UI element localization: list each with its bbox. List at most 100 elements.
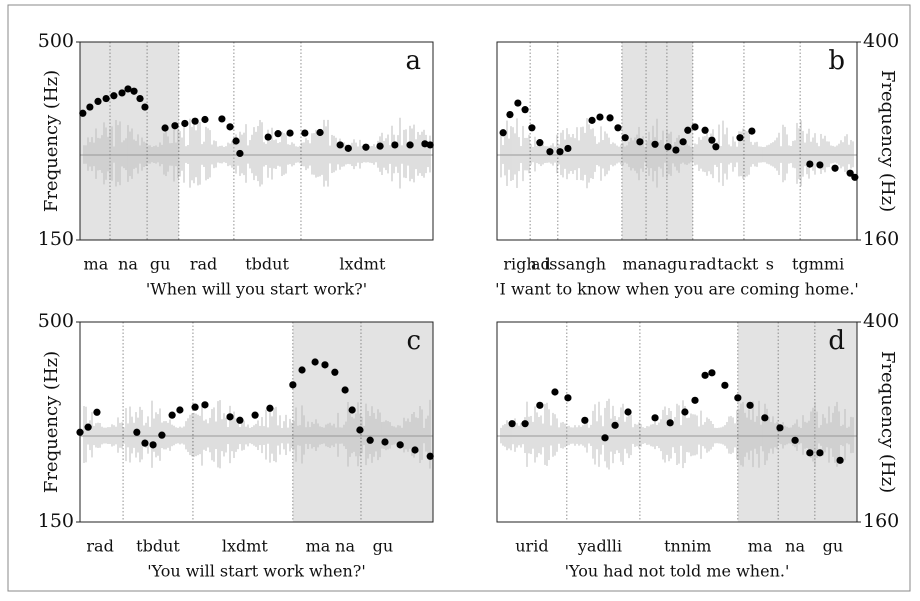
word-label: righ [503, 255, 536, 274]
pitch-point [721, 381, 729, 389]
pitch-point [748, 127, 756, 135]
pitch-point [521, 420, 529, 428]
pitch-point [201, 115, 209, 124]
pitch-point [141, 103, 149, 111]
pitch-point [606, 114, 614, 122]
word-label: lxdmt [222, 537, 269, 556]
figure-frame [7, 4, 911, 592]
pitch-point [76, 428, 84, 436]
pitch-point [133, 428, 141, 436]
pitch-point [701, 126, 709, 134]
pitch-point [736, 134, 744, 142]
pitch-point [158, 431, 166, 439]
pitch-point [289, 381, 297, 389]
pitch-point [84, 423, 92, 431]
y-axis-label: Frequency (Hz) [877, 70, 898, 212]
pitch-point [851, 173, 859, 181]
word-label: ma [748, 537, 773, 556]
pitch-point [161, 124, 169, 132]
pitch-point [596, 113, 604, 121]
plot-frame [79, 321, 434, 523]
pitch-point [321, 361, 329, 369]
pitch-point [761, 414, 769, 422]
caption: 'I want to know when you are coming home… [495, 280, 859, 299]
panel: 150 500 Frequency (Hz) a ma na gu rad tbdut lxdmt… [38, 30, 434, 299]
word-label: lxdmt [339, 255, 386, 274]
pitch-point [130, 87, 138, 95]
pitch-point [831, 164, 839, 172]
pitch-point [149, 441, 157, 449]
pitch-point [406, 141, 414, 149]
pitch-point [601, 434, 609, 442]
pitch-point [614, 124, 622, 132]
pitch-point [411, 446, 419, 454]
pitch-point [93, 408, 101, 416]
word-label: managu [622, 255, 687, 274]
pitch-point [636, 138, 644, 146]
y-axis-label: Frequency (Hz) [41, 351, 62, 493]
pitch-point [426, 141, 434, 149]
pitch-point [701, 371, 709, 379]
pitch-point [691, 123, 699, 131]
y-tick-label: 500 [38, 30, 74, 52]
pitch-point [298, 366, 306, 374]
pitch-point [836, 456, 844, 464]
pitch-point [776, 424, 784, 432]
pitch-point [508, 420, 516, 428]
panel-label: d [828, 326, 845, 356]
word-label: gu [150, 255, 171, 274]
pitch-point [564, 144, 572, 153]
word-label: ma [84, 255, 109, 274]
pitch-point [110, 92, 118, 100]
pitch-point [746, 401, 754, 409]
pitch-point [181, 119, 189, 128]
pitch-point [624, 408, 632, 416]
pitch-point [556, 148, 564, 156]
panel: 160 400 Frequency (Hz) d urid yadlli tnnim ma na… [496, 310, 899, 581]
pitch-point [168, 411, 176, 419]
plot-frame [496, 41, 858, 241]
caption: 'You had not told me when.' [565, 562, 790, 581]
pitch-point [521, 106, 529, 114]
pitch-point [191, 403, 199, 411]
pitch-point [336, 141, 344, 149]
pitch-point [264, 133, 272, 141]
y-tick-label: 150 [38, 228, 74, 250]
pitch-point [301, 129, 309, 137]
pitch-point [734, 394, 742, 402]
word-label: gu [823, 537, 844, 556]
pitch-point [816, 449, 824, 457]
word-label: yadlli [577, 537, 622, 556]
pitch-point [381, 438, 389, 446]
word-label: tbdut [245, 255, 289, 274]
pitch-point [86, 103, 94, 111]
y-tick-label: 160 [863, 228, 899, 250]
y-tick-label: 400 [863, 310, 899, 332]
pitch-point [94, 97, 102, 105]
plot-frame [496, 321, 858, 523]
pitch-point [311, 358, 319, 366]
word-label: tackt [717, 255, 759, 274]
word-label: na [785, 537, 805, 556]
pitch-point [791, 436, 799, 444]
pitch-point [171, 122, 179, 130]
y-tick-label: 500 [38, 310, 74, 332]
pitch-point [356, 426, 364, 434]
pitch-point [816, 161, 824, 169]
pitch-point [396, 441, 404, 449]
pitch-point [348, 406, 356, 414]
panel-label: a [405, 46, 421, 76]
pitch-point [426, 452, 434, 460]
pitch-point [712, 143, 720, 151]
pitch-point [528, 124, 536, 132]
panel: 150 500 Frequency (Hz) c rad tbdut lxdmt ma na gu… [38, 310, 434, 581]
pitch-point [226, 413, 234, 421]
pitch-point [236, 149, 244, 158]
pitch-point [536, 401, 544, 409]
pitch-point [176, 406, 184, 414]
pitch-point [651, 140, 659, 148]
pitch-point [672, 146, 680, 154]
panel-label: c [406, 326, 421, 356]
